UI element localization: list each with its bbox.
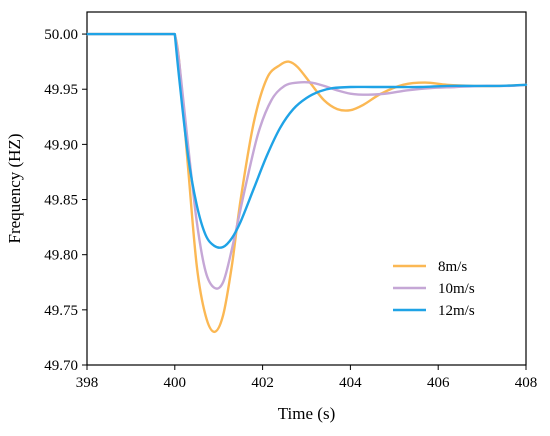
- legend-label: 12m/s: [438, 303, 475, 319]
- y-tick-label: 50.00: [44, 27, 78, 43]
- plot-area: [85, 11, 528, 366]
- y-axis-ticks: 49.70 49.75 49.80 49.85 49.90 49.95 50.00: [44, 27, 87, 374]
- series-line-0: [85, 32, 528, 334]
- series-group: [85, 32, 528, 334]
- x-tick-label: 400: [164, 375, 187, 391]
- x-tick-label: 404: [339, 375, 362, 391]
- legend-label: 10m/s: [438, 281, 475, 297]
- x-tick-label: 408: [515, 375, 538, 391]
- x-tick-label: 398: [76, 375, 99, 391]
- x-axis-label: Time (s): [278, 404, 335, 423]
- y-tick-label: 49.85: [44, 193, 78, 209]
- x-axis-ticks: 398 400 402 404 406 408: [76, 365, 538, 391]
- y-tick-label: 49.90: [44, 137, 78, 153]
- legend: 8m/s 10m/s 12m/s: [393, 259, 475, 319]
- x-tick-label: 406: [427, 375, 450, 391]
- y-tick-label: 49.80: [44, 248, 78, 264]
- y-tick-label: 49.75: [44, 303, 78, 319]
- series-line-1: [85, 32, 528, 290]
- x-tick-label: 402: [251, 375, 274, 391]
- series-line-2: [85, 32, 528, 249]
- legend-label: 8m/s: [438, 259, 467, 275]
- y-tick-label: 49.95: [44, 82, 78, 98]
- y-axis-label: Frequency (HZ): [5, 134, 24, 244]
- plot-frame: [86, 11, 527, 366]
- y-tick-label: 49.70: [44, 358, 78, 374]
